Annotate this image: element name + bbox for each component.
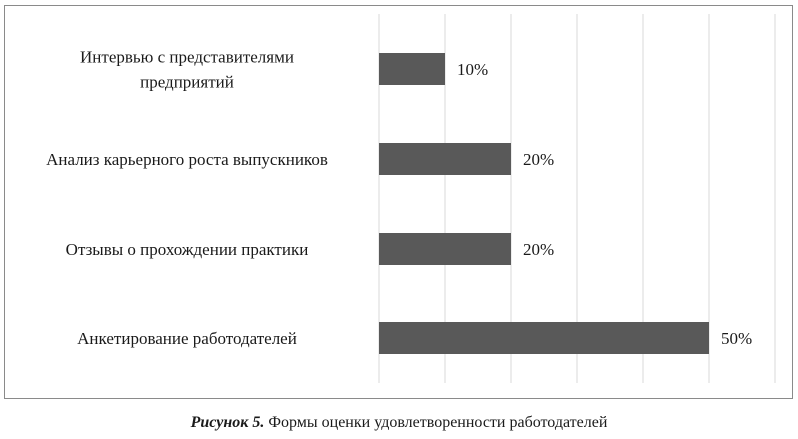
bar-0: [379, 53, 445, 85]
chart-plot: 10% Интервью с представителями предприятий…: [46, 14, 776, 383]
bar-3: [379, 322, 709, 354]
category-label-3: Анкетирование работодателей: [77, 329, 297, 348]
category-label-2: Отзывы о прохождении практики: [66, 240, 309, 259]
bar-2: [379, 233, 511, 265]
value-label-0: 10%: [457, 60, 488, 79]
category-label-1: Анализ карьерного роста выпускников: [46, 150, 328, 169]
value-label-3: 50%: [721, 329, 752, 348]
figure-caption: Рисунок 5. Формы оценки удовлетворенност…: [0, 414, 798, 432]
category-label-0-line-1: предприятий: [140, 73, 234, 92]
category-label-0-line-0: Интервью с представителями: [80, 48, 294, 67]
bar-1: [379, 143, 511, 175]
value-label-1: 20%: [523, 150, 554, 169]
chart-frame: 10% Интервью с представителями предприятий…: [4, 5, 793, 399]
caption-prefix: Рисунок 5.: [190, 414, 265, 431]
caption-text: Формы оценки удовлетворенности работодат…: [264, 414, 608, 431]
value-label-2: 20%: [523, 240, 554, 259]
